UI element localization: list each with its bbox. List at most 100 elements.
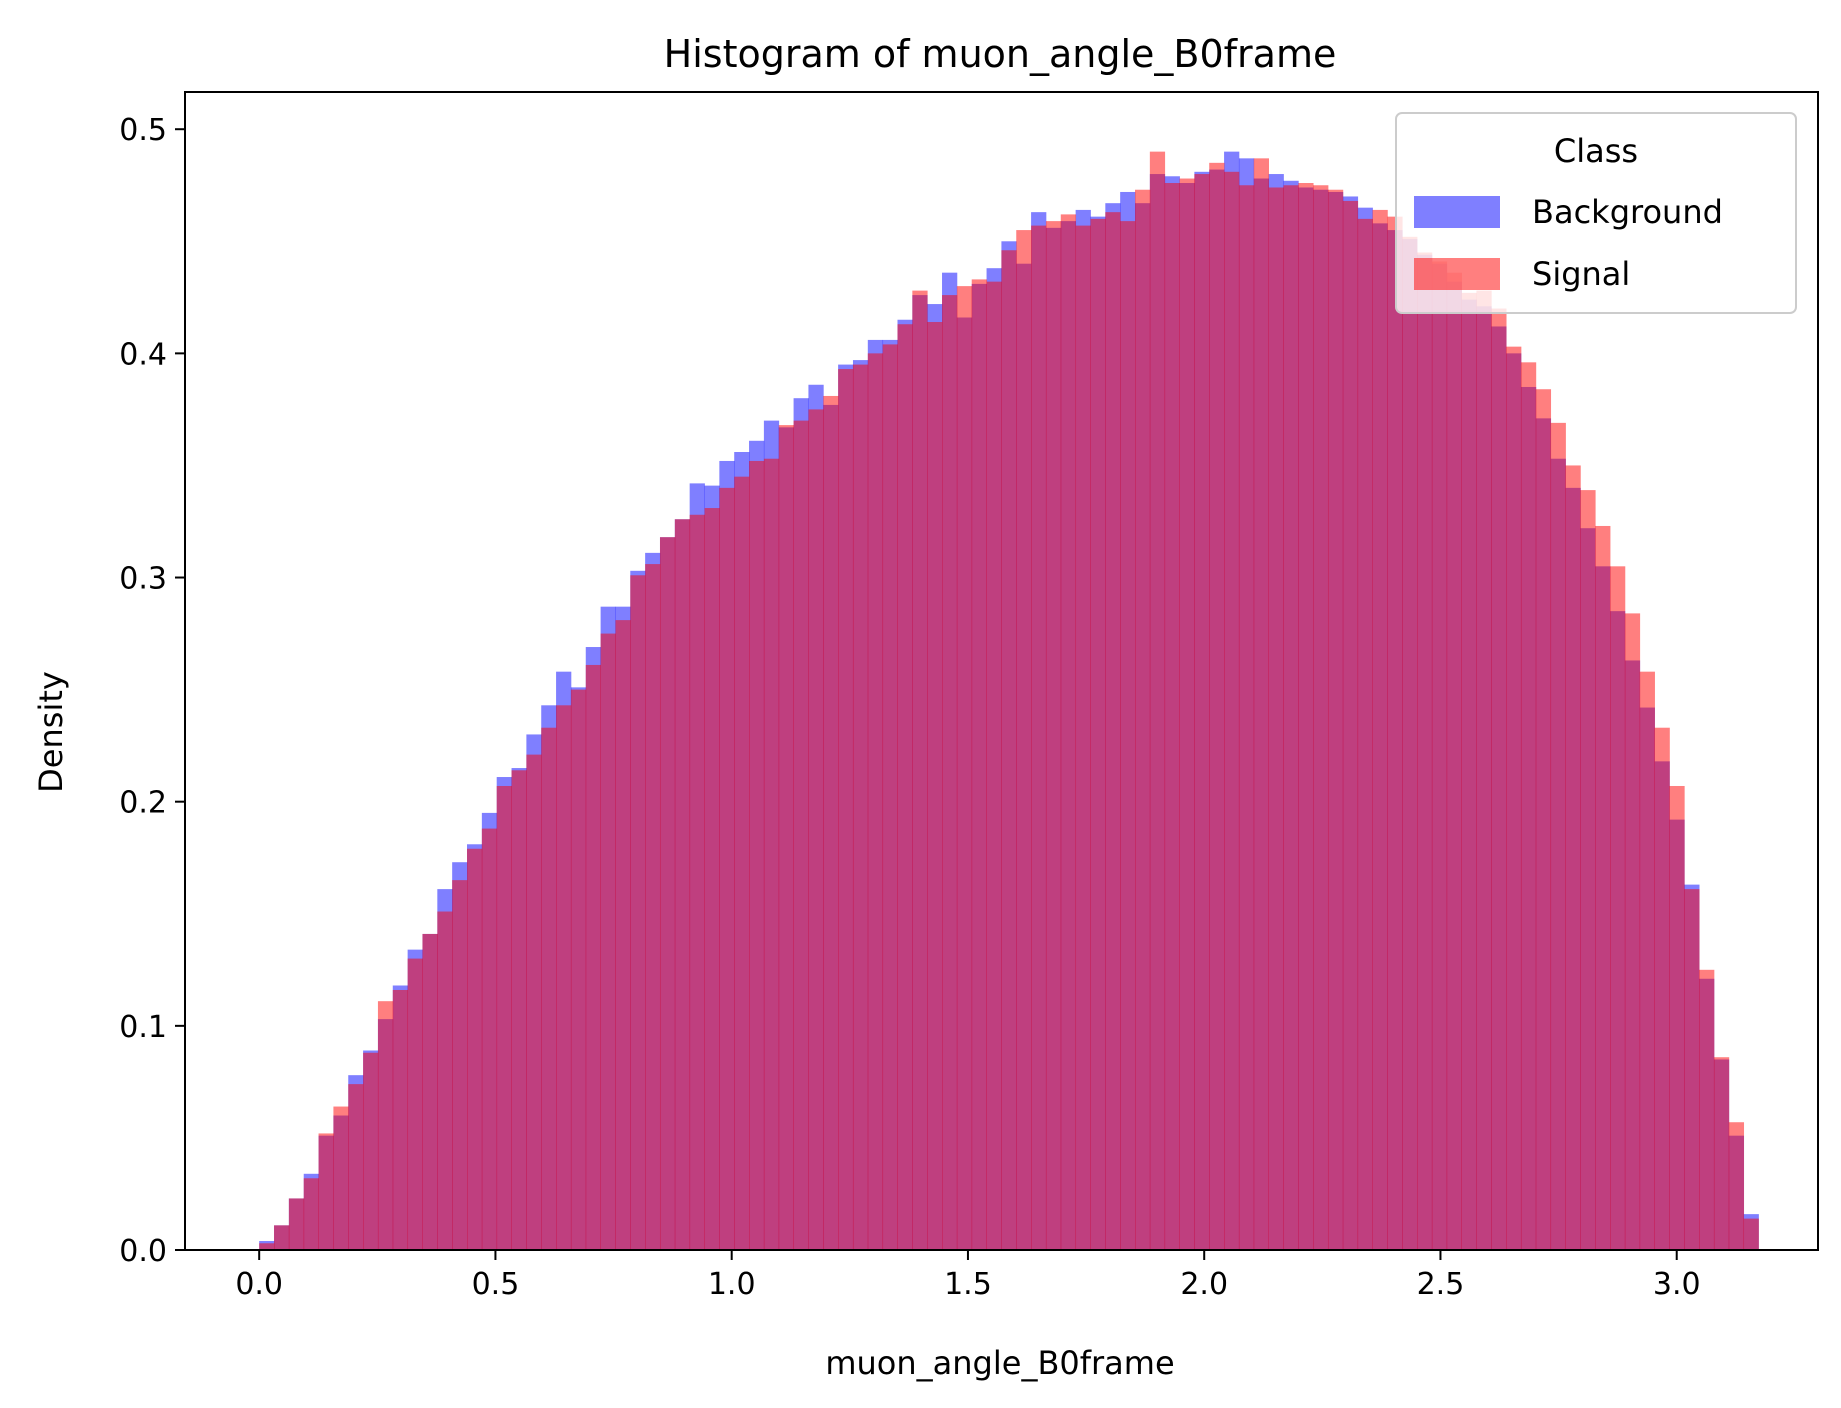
legend-swatch-background <box>1414 196 1500 228</box>
bar-signal-0 <box>259 1243 275 1250</box>
bar-signal-5 <box>333 1106 349 1250</box>
y-tick-label: 0.0 <box>119 1234 167 1269</box>
bar-signal-67 <box>1253 158 1269 1251</box>
x-tick-label: 2.0 <box>1180 1267 1228 1302</box>
bar-signal-46 <box>942 295 958 1251</box>
bar-signal-25 <box>630 575 646 1250</box>
bar-signal-63 <box>1194 174 1210 1250</box>
bar-signal-55 <box>1075 225 1091 1251</box>
bar-signal-94 <box>1654 727 1670 1250</box>
bar-signal-57 <box>1105 212 1121 1250</box>
chart-title: Histogram of muon_angle_B0frame <box>664 32 1337 76</box>
bar-signal-71 <box>1313 185 1329 1250</box>
bar-signal-84 <box>1506 346 1522 1250</box>
bar-signal-21 <box>570 689 587 1250</box>
bar-signal-39 <box>838 369 854 1250</box>
bar-signal-83 <box>1491 308 1507 1250</box>
bar-signal-42 <box>882 344 898 1250</box>
y-tick-label: 0.5 <box>119 113 167 148</box>
legend-swatch-signal <box>1414 258 1500 290</box>
y-tick-label: 0.2 <box>119 786 167 821</box>
bar-signal-37 <box>808 409 824 1250</box>
bar-signal-98 <box>1713 1057 1730 1250</box>
bar-signal-2 <box>288 1198 305 1250</box>
bar-signal-18 <box>526 754 542 1250</box>
x-axis-ticks: 0.0 0.5 1.0 1.5 2.0 2.5 3.0 <box>235 1250 1701 1302</box>
bar-signal-49 <box>986 281 1002 1250</box>
bar-signal-95 <box>1669 785 1685 1250</box>
bar-signal-41 <box>867 353 884 1250</box>
bar-signal-3 <box>303 1178 319 1250</box>
bar-signal-64 <box>1209 162 1225 1251</box>
bar-signal-1 <box>274 1225 290 1250</box>
y-axis-ticks: 0.0 0.1 0.2 0.3 0.4 0.5 <box>119 113 185 1269</box>
bar-signal-88 <box>1565 465 1581 1250</box>
x-axis-label: muon_angle_B0frame <box>825 1344 1174 1382</box>
bar-signal-31 <box>719 487 735 1250</box>
bar-signal-4 <box>318 1133 334 1250</box>
bar-signal-68 <box>1268 187 1284 1251</box>
bar-signal-76 <box>1387 216 1403 1250</box>
x-tick-label: 0.0 <box>235 1267 283 1302</box>
bar-signal-73 <box>1342 200 1359 1251</box>
bar-signal-92 <box>1624 613 1641 1250</box>
bar-signal-17 <box>511 770 527 1250</box>
bar-signal-78 <box>1417 252 1433 1250</box>
bar-signal-87 <box>1550 422 1566 1250</box>
bar-signal-11 <box>422 933 438 1250</box>
bar-signal-7 <box>363 1052 379 1250</box>
bar-signal-62 <box>1179 178 1195 1250</box>
bar-signal-93 <box>1639 671 1655 1250</box>
bar-signal-6 <box>348 1084 364 1250</box>
bar-signal-56 <box>1090 218 1106 1250</box>
bar-signal-53 <box>1045 221 1062 1251</box>
bar-signal-19 <box>541 727 557 1250</box>
bar-signal-20 <box>556 705 572 1250</box>
bar-signal-43 <box>897 324 913 1251</box>
bar-signal-61 <box>1164 183 1180 1250</box>
y-tick-label: 0.4 <box>119 337 167 372</box>
bar-signal-33 <box>749 460 765 1251</box>
bar-signal-69 <box>1283 185 1299 1250</box>
bar-signal-27 <box>659 537 676 1250</box>
bar-signal-16 <box>496 785 512 1250</box>
x-tick-label: 1.5 <box>944 1267 992 1302</box>
bar-signal-99 <box>1728 1122 1745 1250</box>
histogram-bars <box>259 151 1759 1251</box>
bar-signal-79 <box>1431 261 1448 1251</box>
bar-signal-86 <box>1535 389 1552 1251</box>
bar-signal-59 <box>1135 189 1151 1251</box>
bar-signal-72 <box>1327 189 1344 1251</box>
bar-signal-12 <box>437 911 453 1250</box>
bar-signal-60 <box>1149 151 1166 1250</box>
legend-label-background: Background <box>1532 193 1723 231</box>
bar-signal-13 <box>452 880 468 1250</box>
bar-signal-91 <box>1610 566 1626 1250</box>
bar-signal-97 <box>1699 969 1715 1250</box>
bar-signal-65 <box>1224 171 1240 1250</box>
bar-signal-24 <box>615 620 631 1250</box>
bar-signal-38 <box>823 395 839 1251</box>
bar-signal-85 <box>1520 362 1537 1251</box>
bar-signal-45 <box>927 321 943 1250</box>
bar-signal-82 <box>1476 290 1492 1251</box>
bar-signal-100 <box>1743 1218 1759 1250</box>
bar-signal-22 <box>585 664 601 1250</box>
bar-signal-30 <box>704 508 720 1250</box>
bar-signal-66 <box>1238 185 1255 1250</box>
legend-label-signal: Signal <box>1532 255 1630 293</box>
bar-signal-36 <box>793 420 809 1250</box>
bar-signal-23 <box>600 633 616 1250</box>
x-tick-label: 3.0 <box>1653 1267 1701 1302</box>
bar-signal-90 <box>1595 525 1611 1250</box>
bar-signal-40 <box>852 364 869 1251</box>
bar-signal-74 <box>1357 218 1373 1250</box>
x-tick-label: 2.5 <box>1417 1267 1465 1302</box>
bar-signal-58 <box>1120 221 1136 1251</box>
bar-signal-35 <box>778 425 794 1251</box>
y-tick-label: 0.3 <box>119 562 167 597</box>
x-tick-label: 1.0 <box>708 1267 756 1302</box>
bar-signal-54 <box>1060 214 1077 1250</box>
legend: Class Background Signal <box>1395 112 1797 314</box>
bar-signal-26 <box>645 564 661 1250</box>
